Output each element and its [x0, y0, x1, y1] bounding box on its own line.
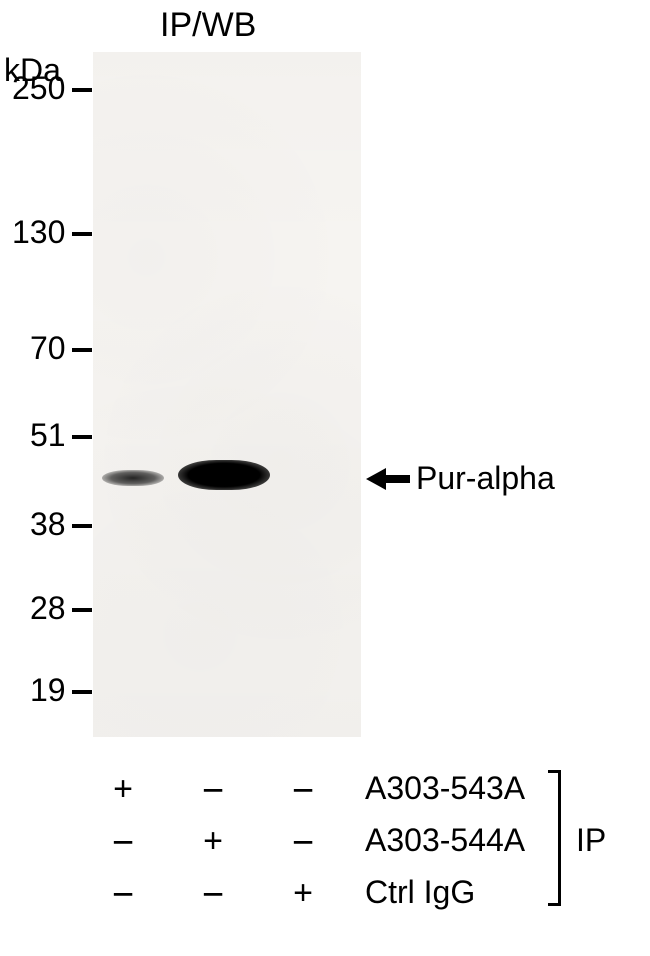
marker-tick — [72, 435, 92, 439]
blot-membrane — [93, 52, 361, 737]
figure-title: IP/WB — [160, 6, 256, 45]
marker-label: 250 — [12, 70, 65, 107]
marker-label: 51 — [30, 417, 66, 454]
minus-icon: − — [108, 822, 138, 865]
band-arrow: Pur-alpha — [366, 460, 555, 497]
minus-icon: − — [288, 770, 318, 813]
marker-label: 28 — [30, 590, 66, 627]
marker-label: 130 — [12, 214, 65, 251]
protein-band — [102, 470, 164, 486]
plus-icon: + — [198, 822, 228, 861]
ip-bracket-tick-top — [548, 770, 558, 773]
condition-label: A303-543A — [365, 770, 525, 807]
minus-icon: − — [198, 770, 228, 813]
condition-label: Ctrl IgG — [365, 874, 475, 911]
marker-label: 19 — [30, 672, 66, 709]
marker-tick — [72, 608, 92, 612]
blot-background-texture — [93, 52, 361, 737]
plus-icon: + — [108, 770, 138, 809]
marker-label: 70 — [30, 330, 66, 367]
minus-icon: − — [108, 874, 138, 917]
arrow-left-icon — [366, 465, 410, 493]
minus-icon: − — [198, 874, 228, 917]
marker-tick — [72, 690, 92, 694]
minus-icon: − — [288, 822, 318, 865]
marker-tick — [72, 348, 92, 352]
marker-tick — [72, 232, 92, 236]
marker-tick — [72, 524, 92, 528]
band-arrow-label: Pur-alpha — [416, 460, 555, 497]
ip-label: IP — [576, 822, 606, 859]
protein-band — [178, 460, 270, 490]
figure-container: IP/WB kDa 2501307051382819 Pur-alpha +−−… — [0, 0, 650, 956]
condition-label: A303-544A — [365, 822, 525, 859]
marker-label: 38 — [30, 506, 66, 543]
ip-bracket-tick-bottom — [548, 903, 558, 906]
plus-icon: + — [288, 874, 318, 913]
marker-tick — [72, 88, 92, 92]
ip-bracket-vertical — [558, 770, 561, 906]
